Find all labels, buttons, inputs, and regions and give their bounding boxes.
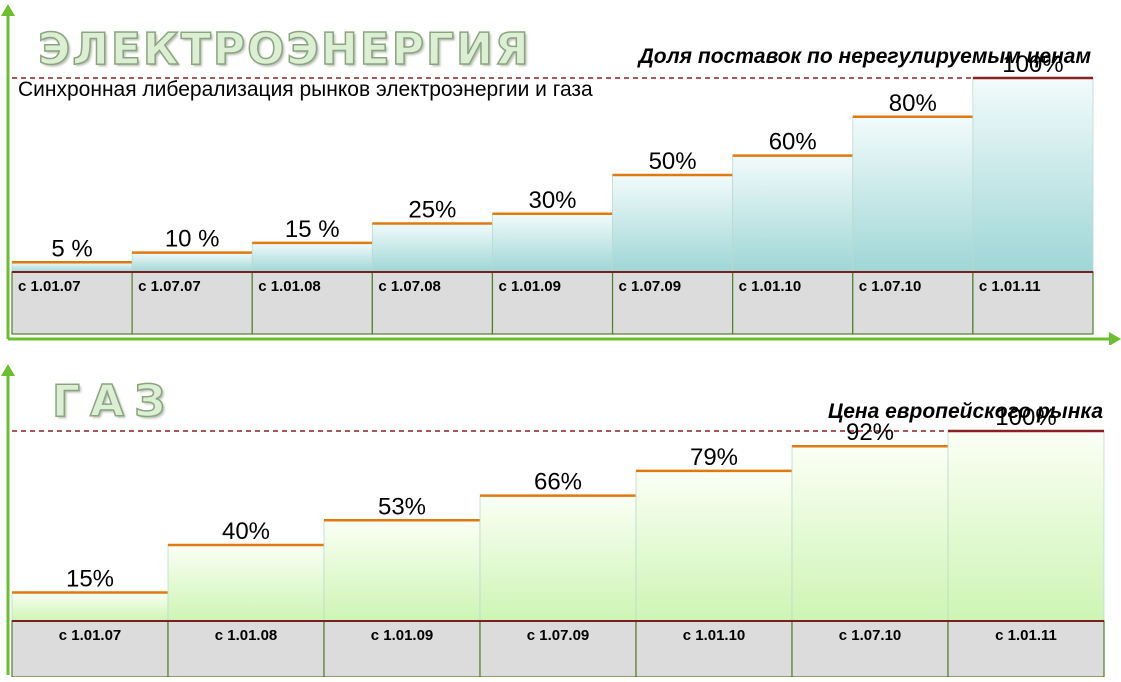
- gas-data-label: 53%: [378, 493, 426, 520]
- electricity-category-label: с 1.01.09: [498, 278, 561, 295]
- electricity-bar: [612, 174, 734, 273]
- electricity-category-cell: [491, 271, 614, 335]
- electricity-bar: [371, 223, 493, 273]
- gas-data-label: 100%: [995, 404, 1056, 431]
- gas-data-label: 66%: [534, 469, 582, 496]
- gas-category-label: с 1.07.10: [839, 627, 902, 644]
- gas-data-label: 15%: [66, 566, 114, 593]
- electricity-bar: [11, 261, 133, 273]
- electricity-subtitle: Синхронная либерализация рынков электроэ…: [18, 78, 593, 101]
- electricity-category-cell: [972, 271, 1094, 335]
- electricity-category-label: с 1.07.10: [859, 278, 922, 295]
- gas-category-label: с 1.01.09: [371, 627, 434, 644]
- gas-category-cell: [323, 620, 481, 678]
- electricity-bar: [852, 116, 974, 273]
- gas-title: ГАЗ: [51, 376, 176, 427]
- electricity-data-label: 100%: [1002, 51, 1063, 78]
- electricity-title: ЭЛЕКТРОЭНЕРГИЯ: [37, 24, 531, 75]
- gas-category-cell: [635, 620, 793, 678]
- electricity-data-label: 5 %: [51, 235, 92, 262]
- gas-category-label: с 1.01.11: [995, 627, 1057, 644]
- gas-data-label: 79%: [690, 444, 738, 471]
- gas-caption: Цена европейского рынка: [827, 400, 1103, 423]
- electricity-data-label: 15 %: [285, 216, 340, 243]
- electricity-bar: [251, 242, 373, 273]
- gas-bar: [11, 592, 169, 622]
- gas-category-label: с 1.07.09: [527, 627, 590, 644]
- electricity-bar: [732, 155, 854, 273]
- electricity-category-label: с 1.07.09: [619, 278, 682, 295]
- electricity-y-axis-arrow: [1, 4, 15, 16]
- electricity-panel: 5 % с 1.01.07 10 % с 1.07.07 15 % с 1.01.08 25…: [1, 4, 1121, 346]
- electricity-data-label: 80%: [889, 90, 937, 117]
- gas-category-cell: [947, 620, 1105, 678]
- electricity-category-label: с 1.01.07: [18, 278, 81, 295]
- electricity-x-axis-arrow: [1109, 332, 1121, 346]
- electricity-caption: Доля поставок по нерегулируемым ценам: [638, 45, 1091, 68]
- gas-category-label: с 1.01.07: [59, 627, 122, 644]
- electricity-bar: [492, 213, 613, 273]
- electricity-bar: [131, 252, 253, 273]
- electricity-chart: 5 % с 1.01.07 10 % с 1.07.07 15 % с 1.01.08 25…: [1, 4, 1121, 346]
- electricity-category-label: с 1.01.08: [258, 278, 321, 295]
- gas-bar: [791, 445, 949, 622]
- electricity-category-label: с 1.01.11: [979, 278, 1041, 295]
- electricity-category-label: с 1.07.08: [378, 278, 441, 295]
- gas-bar: [323, 519, 481, 622]
- electricity-category-label: с 1.01.10: [739, 278, 802, 295]
- electricity-data-label: 25%: [408, 197, 456, 224]
- gas-category-label: с 1.01.10: [683, 627, 746, 644]
- gas-bar: [479, 495, 637, 622]
- electricity-category-cell: [371, 271, 494, 335]
- gas-y-axis-arrow: [1, 364, 15, 376]
- electricity-data-label: 30%: [528, 187, 576, 214]
- gas-data-label: 40%: [222, 518, 270, 545]
- electricity-data-label: 10 %: [165, 226, 220, 253]
- gas-bar: [947, 430, 1105, 622]
- gas-panel: 15% с 1.01.07 40% с 1.01.08 53% с 1.01.09 66% с…: [0, 362, 1121, 678]
- electricity-category-cell: [611, 271, 734, 335]
- electricity-bar: [972, 77, 1094, 273]
- gas-bar: [167, 544, 325, 622]
- gas-data-label: 92%: [846, 419, 894, 446]
- gas-bar: [635, 470, 793, 622]
- gas-category-cell: [791, 620, 949, 678]
- electricity-data-label: 60%: [769, 129, 817, 156]
- gas-chart: 15% с 1.01.07 40% с 1.01.08 53% с 1.01.09 66% с…: [1, 364, 1105, 678]
- electricity-data-label: 50%: [649, 148, 697, 175]
- gas-category-label: с 1.01.08: [215, 627, 278, 644]
- electricity-category-label: с 1.07.07: [138, 278, 201, 295]
